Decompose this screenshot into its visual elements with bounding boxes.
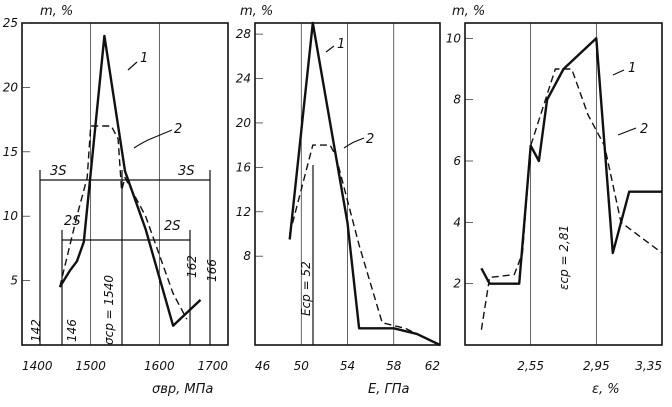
x-tick-label: 46 — [255, 359, 271, 373]
x-tick-label: 1500 — [75, 359, 106, 373]
panel-3-x-ticks: 2,55 2,95 3,35 — [517, 359, 662, 373]
panel-3-curve-label-2: 2 — [640, 122, 648, 137]
y-tick-label: 5 — [10, 274, 18, 288]
y-tick-label: 4 — [453, 215, 461, 229]
panel-2-grid — [255, 23, 395, 345]
panel-1-y-ticks: 5 10 15 20 25 — [3, 16, 19, 288]
panel-3-curve-label-1: 1 — [628, 61, 636, 76]
bound-label-166: 166 — [205, 259, 219, 282]
panel-2-series-2 — [289, 144, 441, 346]
x-tick-label: 50 — [294, 359, 310, 373]
panel-1-x-ticks: 1400 1500 1600 1700 — [22, 359, 228, 373]
mean-label-modulus: Eср = 52 — [299, 261, 313, 316]
panel-2-x-ticks: 46 50 54 58 62 — [255, 359, 440, 373]
panel-3-xlabel: ε, % — [592, 382, 620, 397]
panel-2-curve-label-1: 1 — [337, 37, 345, 52]
x-tick-label: 2,95 — [583, 359, 610, 373]
y-tick-label: 25 — [3, 16, 18, 30]
x-tick-label: 54 — [340, 359, 355, 373]
panel-1-series-1 — [58, 34, 202, 327]
y-tick-label: 8 — [453, 93, 461, 107]
panel-1-curve-label-1: 1 — [140, 51, 148, 66]
panel-3-leader-1 — [612, 69, 625, 76]
panel-1-series-2 — [59, 125, 188, 320]
panel-1-leader-1 — [127, 61, 138, 71]
x-tick-label: 2,55 — [517, 359, 544, 373]
label-2s-right: 2S — [164, 219, 181, 234]
y-tick-label: 28 — [236, 27, 252, 41]
panel-3-grid — [465, 23, 597, 345]
y-tick-label: 2 — [453, 277, 461, 291]
x-tick-label: 1400 — [22, 359, 53, 373]
panel-1-leader-2 — [133, 129, 173, 149]
y-tick-label: 16 — [236, 160, 252, 174]
bound-label-146: 146 — [65, 319, 79, 342]
bound-label-162: 162 — [185, 255, 199, 278]
panel-3-strain: m, % ε, % 2,55 2,95 3,35 2 4 6 8 10 εср = 2,81… — [446, 4, 663, 397]
y-tick-label: 10 — [3, 209, 19, 223]
label-3s-left: 3S — [50, 164, 67, 179]
x-tick-label: 1700 — [197, 359, 228, 373]
panel-3-y-ticks: 2 4 6 8 10 — [446, 31, 462, 290]
panel-2-ylabel: m, % — [240, 4, 273, 19]
y-tick-label: 15 — [3, 145, 18, 159]
panel-3-ylabel: m, % — [452, 4, 485, 19]
x-tick-label: 1600 — [144, 359, 175, 373]
mean-label-strain: εср = 2,81 — [557, 225, 571, 290]
panel-2-leader-1 — [325, 45, 335, 53]
y-tick-label: 20 — [236, 116, 252, 130]
mean-label-strength: σср = 1540 — [102, 275, 116, 345]
label-3s-right: 3S — [178, 164, 195, 179]
y-tick-label: 20 — [3, 80, 19, 94]
panel-1-strength: m, % σвр, МПа 1400 1500 1600 1700 510152025… — [3, 4, 229, 397]
y-tick-label: 12 — [236, 205, 251, 219]
bound-label-142: 142 — [29, 319, 43, 342]
y-tick-label: 8 — [243, 249, 251, 263]
panel-3-series-1 — [480, 37, 662, 285]
x-tick-label: 58 — [386, 359, 402, 373]
x-tick-label: 3,35 — [635, 359, 662, 373]
panel-1-xlabel: σвр, МПа — [152, 382, 213, 397]
panel-2-xlabel: E, ГПа — [368, 382, 409, 397]
panel-2-leader-2 — [343, 137, 365, 149]
label-2s-left: 2S — [64, 214, 81, 229]
panel-2-y-ticks: 8 12 16 20 24 28 — [236, 27, 252, 263]
y-tick-label: 24 — [236, 72, 251, 86]
y-tick-label: 10 — [446, 31, 462, 45]
panel-3-leader-2 — [617, 127, 637, 136]
x-tick-label: 62 — [425, 359, 440, 373]
panel-2-series-1 — [288, 21, 441, 347]
panel-3-frame — [464, 22, 663, 346]
panel-1-ylabel: m, % — [40, 4, 73, 19]
y-tick-label: 6 — [453, 154, 461, 168]
panel-1-frame — [21, 22, 229, 346]
panel-1-curve-label-2: 2 — [174, 122, 182, 137]
panel-2-curve-label-2: 2 — [366, 132, 374, 147]
panel-3-series-2 — [480, 68, 663, 330]
